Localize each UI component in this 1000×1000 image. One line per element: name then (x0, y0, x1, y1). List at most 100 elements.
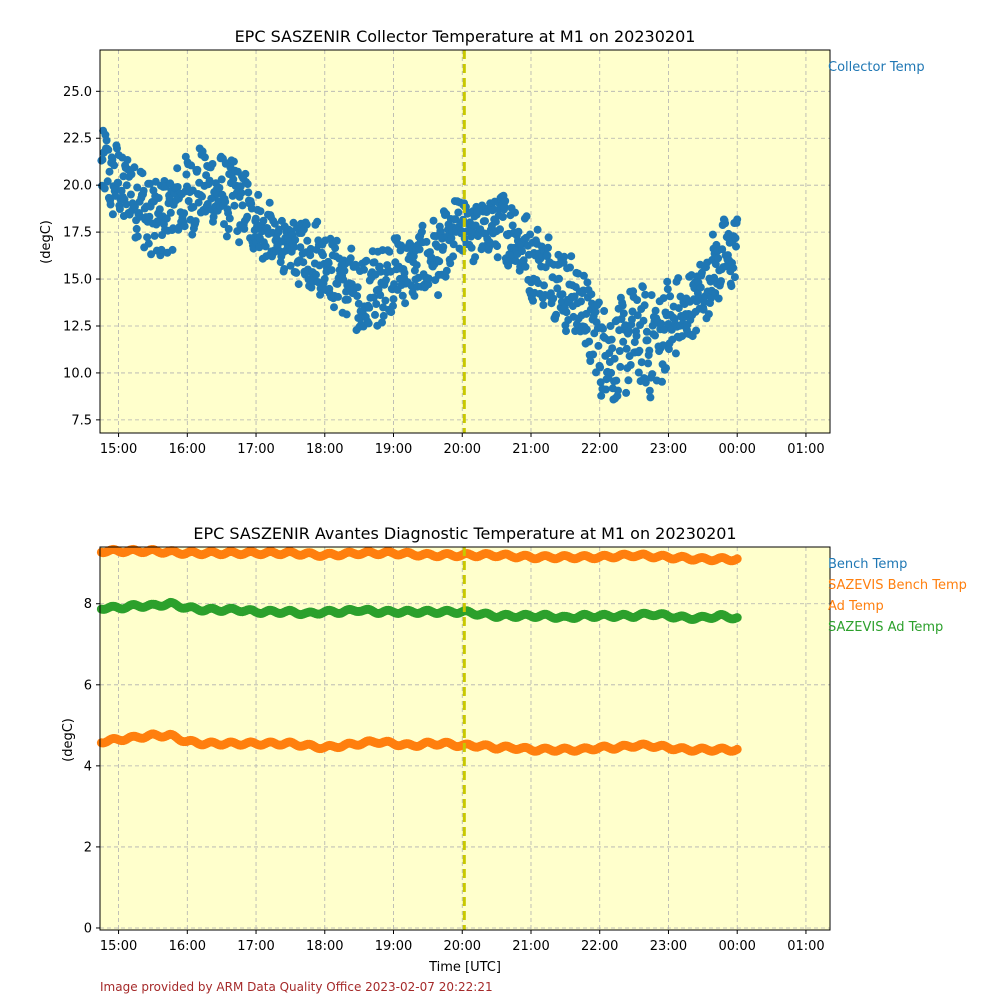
data-point (446, 259, 455, 268)
data-point (193, 165, 202, 174)
legend-ad-temp: Ad Temp (828, 599, 884, 614)
data-point (607, 368, 616, 377)
data-point (712, 240, 721, 249)
x-tick-label: 21:00 (512, 939, 549, 954)
data-point (624, 376, 633, 385)
x-tick-label: 01:00 (787, 939, 824, 954)
data-point (540, 281, 548, 290)
series-collector-temp (97, 126, 742, 404)
data-point (589, 350, 598, 359)
data-point (296, 243, 305, 252)
data-point (429, 216, 438, 225)
data-point (583, 278, 592, 287)
data-point (244, 188, 253, 197)
data-point (143, 233, 152, 242)
data-point (663, 277, 672, 286)
data-point (409, 252, 418, 261)
data-point (511, 208, 519, 217)
x-tick-label: 17:00 (237, 442, 274, 457)
data-point (180, 222, 189, 231)
legend-collector-temp: Collector Temp (828, 60, 925, 75)
x-tick-label: 01:00 (787, 442, 824, 457)
data-point (422, 237, 431, 246)
data-point (660, 325, 669, 334)
data-point (376, 291, 385, 300)
data-point (180, 209, 189, 218)
x-tick-label: 22:00 (581, 939, 618, 954)
y-tick-label: 4 (84, 759, 92, 774)
data-point (657, 319, 666, 328)
data-point (731, 234, 740, 243)
data-point (147, 250, 156, 259)
data-point (671, 349, 680, 358)
data-point (543, 251, 552, 260)
y-tick-label: 10.0 (63, 366, 92, 381)
data-point (622, 388, 631, 397)
data-point (666, 292, 675, 301)
data-point (365, 303, 374, 312)
data-point (729, 263, 738, 272)
data-point (327, 266, 336, 275)
data-point (586, 357, 595, 365)
data-point (114, 178, 123, 187)
data-point (522, 212, 531, 221)
data-point (155, 205, 164, 214)
data-point (371, 310, 379, 319)
data-point (324, 259, 333, 268)
x-tick-label: 16:00 (169, 939, 206, 954)
data-point (662, 364, 670, 373)
data-point (332, 236, 341, 245)
data-point (447, 234, 456, 243)
data-point (200, 153, 209, 162)
data-point (138, 169, 147, 178)
data-point (280, 265, 289, 273)
data-point (616, 362, 625, 371)
data-point (599, 324, 607, 333)
data-point (108, 210, 117, 219)
data-point (514, 227, 523, 236)
series-sazevis-ad-temp (96, 597, 742, 624)
data-point (390, 280, 399, 289)
x-tick-label: 00:00 (718, 939, 755, 954)
data-point (619, 309, 628, 318)
data-point (302, 220, 311, 229)
data-point (102, 136, 111, 145)
data-point (237, 188, 246, 197)
data-point (651, 306, 660, 315)
y-tick-label: 17.5 (63, 226, 92, 241)
data-point (663, 285, 672, 294)
data-point (221, 197, 230, 206)
data-point (233, 227, 242, 236)
collector-y-axis: 7.5 10.0 12.5 15.0 17.5 20.0 22.5 25.0 (63, 85, 100, 428)
data-point (378, 318, 386, 327)
y-tick-label: 25.0 (63, 85, 92, 100)
collector-x-axis: 15:00 16:00 17:00 18:00 19:00 20:00 21:00 22:00… (100, 433, 825, 457)
data-point (133, 183, 142, 192)
data-point (292, 268, 301, 277)
data-point (259, 216, 268, 225)
data-point (730, 273, 739, 282)
data-point (316, 290, 325, 299)
x-tick-label: 19:00 (375, 442, 412, 457)
data-point (529, 296, 537, 305)
data-point (710, 273, 719, 282)
data-point (521, 262, 530, 271)
data-point (637, 358, 646, 367)
data-point (582, 325, 591, 334)
data-point (493, 242, 502, 251)
data-point (442, 266, 451, 275)
data-point (243, 180, 252, 188)
data-point (601, 385, 610, 394)
avantes-y-axis-label: (degC) (61, 718, 76, 762)
legend-sazevis-bench-temp: SAZEVIS Bench Temp (828, 578, 967, 593)
avantes-series (96, 544, 742, 756)
data-point (105, 167, 114, 176)
data-point (217, 175, 226, 184)
data-point (364, 319, 373, 328)
data-point (594, 298, 603, 307)
data-point (727, 282, 736, 291)
data-point (184, 197, 193, 205)
data-point (182, 170, 191, 179)
data-point (130, 163, 139, 172)
data-point (619, 337, 628, 346)
